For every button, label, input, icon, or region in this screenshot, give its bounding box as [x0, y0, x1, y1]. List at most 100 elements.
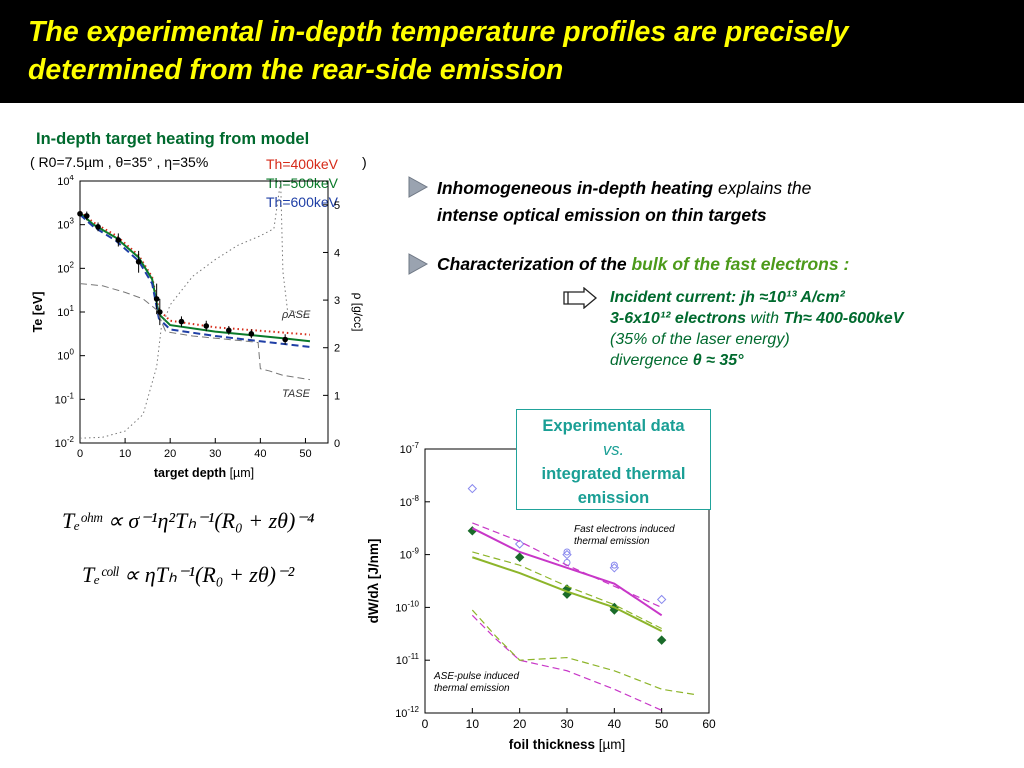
data-point-diamond: [514, 552, 525, 562]
box-line4: emission: [577, 489, 650, 507]
data-point: [135, 258, 142, 265]
bullet-1-line2: intense optical emission on thin targets: [437, 205, 767, 225]
bullet-arrow-icon-2: [407, 252, 429, 281]
data-point: [153, 296, 160, 302]
y-axis-label: Te [eV]: [31, 292, 45, 333]
experimental-data-box: Experimental data vs. integrated thermal…: [516, 409, 711, 510]
sub-bullets: Incident current: jh ≈10¹³ A/cm² 3-6x10¹…: [610, 287, 1010, 371]
equation-ohmic: Tₑᵒʰᵐ ∝ σ⁻¹η²Tₕ⁻¹(R₀ + zθ)⁻⁴: [62, 508, 315, 533]
y-tick-label: 104: [57, 175, 74, 188]
equation-collisional: Tₑᶜᵒˡˡ ∝ ηTₕ⁻¹(R₀ + zθ)⁻²: [82, 562, 295, 587]
data-point-diamond: [467, 483, 478, 494]
x-tick-label: 20: [164, 448, 176, 460]
x-tick-label: 0: [422, 717, 429, 731]
data-point: [95, 224, 101, 230]
data-point-diamond: [656, 635, 667, 645]
series-asegreen: [471, 609, 695, 696]
series-asemagenta: [471, 614, 662, 711]
data-point: [178, 318, 185, 325]
y-tick-label: 10-10: [395, 599, 419, 614]
electrons-count: 3-6x10¹² electrons: [610, 310, 747, 327]
data-point: [83, 213, 90, 219]
y2-tick-label: 4: [334, 247, 340, 259]
emission-chart: 0 10 20 30 40 50 60 10-12 10-11 10-10 10-9 10-8 10-7…: [366, 441, 716, 752]
x-tick-label: 50: [655, 717, 669, 731]
x-tick-label: 10: [119, 448, 131, 460]
data-point-diamond: [656, 594, 667, 605]
y-tick-label: 10-12: [395, 705, 419, 720]
t-ase-label: TASE: [282, 388, 311, 400]
box-line3: integrated thermal: [541, 465, 686, 483]
series-ase: [79, 180, 311, 439]
x-tick-label: 30: [209, 448, 221, 460]
box-line1: Experimental data: [542, 417, 685, 435]
left-panel-heading: In-depth target heating from model: [36, 130, 310, 148]
temperature-profile-chart: 0 10 20 30 40 50 10-2 10-1 100 101 102 103 104 0 1 2 3 4 5…: [31, 175, 365, 480]
y2-tick-label: 5: [334, 200, 340, 212]
data-point: [226, 327, 232, 334]
data-point-diamond: [514, 539, 525, 549]
divergence-label: divergence: [610, 352, 693, 369]
x-tick-label: 20: [513, 717, 527, 731]
y2-tick-label: 2: [334, 343, 340, 355]
y-tick-label: 10-8: [400, 494, 420, 509]
model-legend: Th=400keV Th=500keV Th=600keV: [266, 155, 338, 212]
annotation-fast-electrons-line2: thermal emission: [574, 536, 650, 547]
th-range: Th≈ 400-600keV: [783, 310, 904, 327]
bullet-2-green: bulk of the fast electrons :: [626, 254, 850, 274]
laser-energy-fraction: (35% of the laser energy): [610, 331, 790, 348]
model-params: ( R0=7.5µm , θ=35° , η=35%: [30, 154, 209, 170]
data-point: [115, 237, 122, 243]
data-point: [282, 336, 288, 343]
data-point-circle: [563, 548, 571, 556]
y2-tick-label: 0: [334, 438, 340, 450]
annotation-ase-line2: thermal emission: [434, 683, 510, 694]
x-tick-label: 0: [77, 448, 83, 460]
y2-tick-label: 3: [334, 295, 340, 307]
legend-item-500: Th=500keV: [266, 175, 338, 191]
series-modelmagentadashed: [472, 522, 662, 608]
y-tick-label: 100: [57, 348, 74, 363]
x-tick-label: 30: [560, 717, 574, 731]
y-tick-label: 102: [57, 260, 74, 275]
y-tick-label: 101: [57, 304, 74, 319]
y-axis-label: dW/dλ [J/nm]: [366, 539, 381, 624]
with-word: with: [746, 310, 784, 327]
annotation-fast-electrons-line1: Fast electrons induced: [574, 524, 675, 535]
bullet-arrow-icon-1: [407, 175, 429, 204]
title-bar: The experimental in-depth temperature pr…: [0, 0, 1024, 103]
x-axis-label: foil thickness [µm]: [509, 737, 626, 752]
hollow-arrow-icon: [562, 286, 598, 314]
x-tick-label: 60: [702, 717, 716, 731]
x-tick-label: 40: [254, 448, 266, 460]
series-modelmagenta: [471, 527, 663, 617]
bullet-2-black: Characterization of the: [437, 254, 627, 274]
bullet-1-rest: explains the: [713, 178, 812, 198]
data-point-circle: [610, 561, 618, 569]
series-th400kev: [79, 210, 311, 336]
x-tick-label: 40: [608, 717, 622, 731]
y2-tick-label: 1: [334, 390, 340, 402]
y-tick-label: 10-7: [400, 441, 420, 456]
y-tick-label: 10-1: [55, 391, 75, 406]
slide-title: The experimental in-depth temperature pr…: [28, 16, 849, 86]
data-point: [77, 210, 83, 217]
y2-axis-label: ρ [g/cc]: [351, 293, 365, 332]
series-modelgreen: [472, 556, 663, 633]
data-point: [248, 331, 255, 337]
bullet-2: Characterization of the bulk of the fast…: [437, 251, 1017, 278]
x-tick-label: 50: [299, 448, 311, 460]
legend-item-600: Th=600keV: [266, 194, 338, 210]
x-axis-label: target depth [µm]: [154, 466, 254, 480]
data-point: [157, 309, 163, 315]
bullet-1: Inhomogeneous in-depth heating explains …: [437, 175, 997, 229]
series-th500kev: [79, 212, 311, 343]
rho-ase-label: ρASE: [281, 309, 311, 321]
model-params-close: ): [362, 154, 367, 170]
bullet-1-bold: Inhomogeneous in-depth heating: [437, 178, 714, 198]
divergence-value: θ ≈ 35°: [692, 352, 744, 369]
series-modelgreendashed: [472, 551, 662, 630]
box-line2: vs.: [602, 441, 625, 459]
incident-current: Incident current: jh ≈10¹³ A/cm²: [610, 289, 845, 306]
annotation-ase-line1: ASE-pulse induced: [433, 671, 519, 682]
